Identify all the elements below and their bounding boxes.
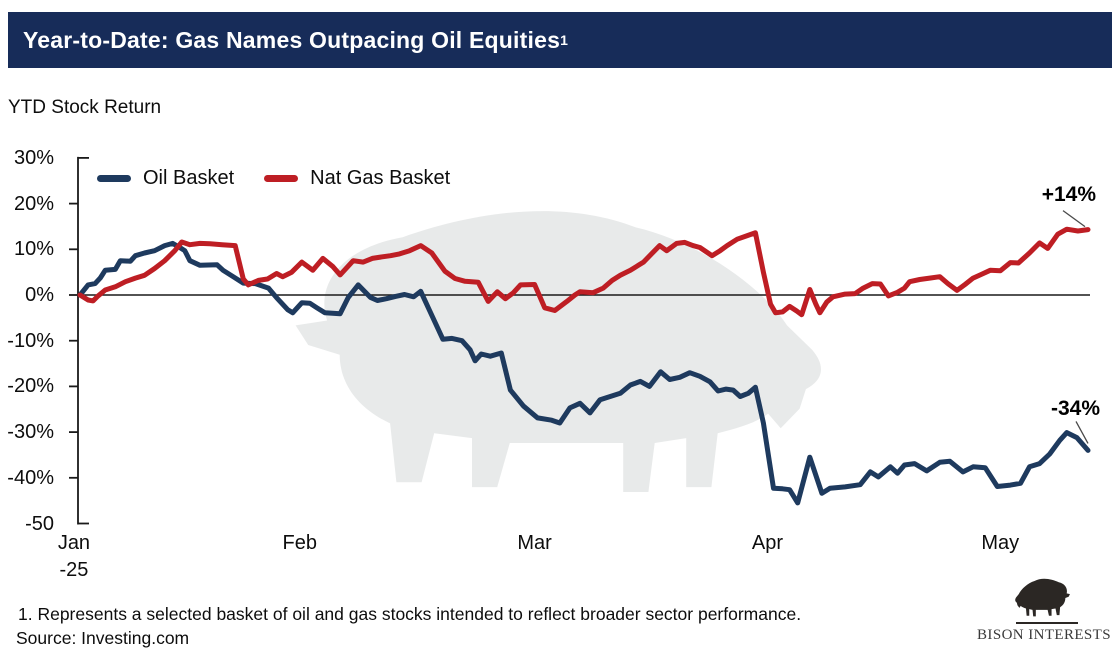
gas-series-line bbox=[77, 226, 1091, 318]
nat-gas-legend-swatch bbox=[264, 175, 299, 182]
bison-watermark-icon bbox=[295, 211, 821, 492]
x-tick-label: May bbox=[981, 532, 1020, 554]
y-tick-label: 30% bbox=[13, 146, 54, 169]
oil-basket-legend-label: Oil Basket bbox=[143, 167, 235, 189]
chart-axis-title: YTD Stock Return bbox=[8, 97, 162, 118]
y-tick-label: -20% bbox=[7, 375, 54, 398]
source-note: Source: Investing.com bbox=[16, 628, 190, 648]
logo-wordmark: BISON INTERESTS bbox=[977, 627, 1111, 643]
ytd-return-chart bbox=[69, 156, 1091, 525]
y-tick-label: 0% bbox=[25, 284, 54, 306]
x-tick-label: Mar bbox=[517, 532, 552, 554]
nat-gas-legend-label: Nat Gas Basket bbox=[310, 167, 451, 189]
y-tick-label: -50 bbox=[25, 512, 54, 535]
oil-end-annotation: -34% bbox=[1050, 397, 1100, 420]
annotation-callout-line bbox=[1062, 210, 1086, 228]
x-tick-label: Apr bbox=[751, 532, 784, 554]
y-tick-label: 20% bbox=[13, 192, 54, 215]
legend: Oil Basket Nat Gas Basket bbox=[97, 167, 468, 190]
x-tick-label: Feb bbox=[282, 532, 317, 554]
annotation-callout-line bbox=[1075, 421, 1089, 444]
x-tick-sublabel: -25 bbox=[59, 559, 89, 581]
y-tick-label: -10% bbox=[7, 329, 54, 352]
page-title: Year-to-Date: Gas Names Outpacing Oil Eq… bbox=[23, 26, 561, 53]
y-tick-label: 10% bbox=[13, 238, 54, 261]
gas-end-annotation: +14% bbox=[1041, 183, 1096, 206]
oil-basket-legend-swatch bbox=[97, 175, 131, 182]
bison-icon bbox=[1015, 578, 1070, 617]
x-tick-label: Jan bbox=[57, 532, 91, 554]
bison-logo bbox=[1015, 578, 1070, 617]
logo-divider bbox=[1016, 622, 1078, 624]
y-tick-label: -30% bbox=[7, 421, 54, 444]
oil-series-line bbox=[77, 240, 1091, 506]
footnote: 1. Represents a selected basket of oil a… bbox=[18, 604, 802, 624]
title-bar: Year-to-Date: Gas Names Outpacing Oil Eq… bbox=[8, 12, 1112, 68]
y-tick-label: -40% bbox=[7, 466, 54, 489]
